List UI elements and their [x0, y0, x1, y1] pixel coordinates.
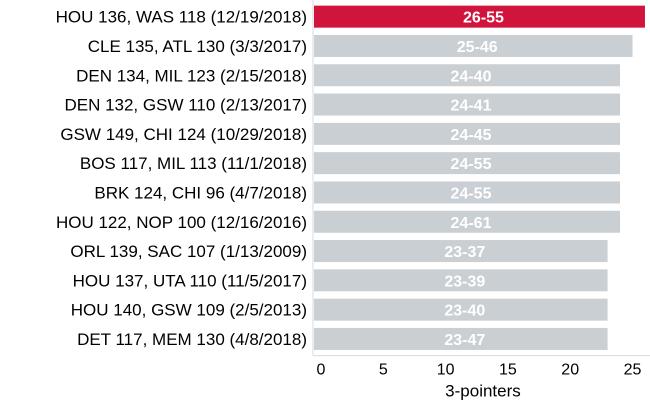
data-label: 23-40: [444, 303, 485, 320]
category-label: DET 117, MEM 130 (4/8/2018): [77, 330, 307, 349]
data-labels: 26-55 25-46 24-40 24-41 24-45 24-55 24-55 24-61…: [444, 10, 504, 349]
bar: [314, 93, 621, 116]
category-label: DEN 134, MIL 123 (2/15/2018): [76, 66, 307, 85]
bar: [314, 298, 608, 321]
x-tick-label: 0: [317, 362, 326, 379]
category-label: DEN 132, GSW 110 (2/13/2017): [64, 96, 307, 115]
data-label: 24-55: [451, 156, 492, 173]
data-label: 24-40: [451, 68, 492, 85]
x-tick-label: 20: [561, 362, 579, 379]
bar: [314, 64, 621, 87]
bar: [314, 5, 645, 28]
x-tick-label: 5: [379, 362, 388, 379]
category-label: ORL 139, SAC 107 (1/13/2009): [70, 242, 307, 261]
category-labels: HOU 136, WAS 118 (12/19/2018) CLE 135, AT…: [56, 8, 307, 349]
bars-group: [314, 5, 645, 350]
x-tick-label: 15: [499, 362, 517, 379]
bar: [314, 210, 621, 233]
bar: [314, 152, 621, 175]
data-label: 26-55: [463, 10, 504, 27]
data-label: 24-41: [451, 98, 492, 115]
category-label: BRK 124, CHI 96 (4/7/2018): [94, 183, 307, 202]
data-label: 23-39: [444, 273, 485, 290]
bar: [314, 34, 633, 57]
category-label: HOU 140, GSW 109 (2/5/2013): [71, 301, 307, 320]
bar: [314, 240, 608, 263]
category-label: HOU 137, UTA 110 (11/5/2017): [73, 271, 307, 290]
data-label: 24-55: [451, 185, 492, 202]
x-tick-label: 25: [624, 362, 642, 379]
bar: [314, 181, 621, 204]
category-label: CLE 135, ATL 130 (3/3/2017): [88, 37, 307, 56]
category-label: HOU 122, NOP 100 (12/16/2016): [56, 213, 307, 232]
category-label: GSW 149, CHI 124 (10/29/2018): [60, 125, 307, 144]
data-label: 25-46: [457, 39, 498, 56]
bar: [314, 269, 608, 292]
category-label: HOU 136, WAS 118 (12/19/2018): [56, 8, 307, 27]
data-label: 23-47: [444, 332, 485, 349]
bar: [314, 327, 608, 350]
x-tick-label: 10: [437, 362, 455, 379]
bar: [314, 122, 621, 145]
x-tick-labels: 0 5 10 15 20 25: [317, 362, 642, 379]
data-label: 24-61: [451, 215, 492, 232]
x-axis-title: 3-pointers: [445, 382, 521, 401]
category-label: BOS 117, MIL 113 (11/1/2018): [80, 154, 307, 173]
data-label: 24-45: [451, 127, 492, 144]
data-label: 23-37: [444, 244, 485, 261]
